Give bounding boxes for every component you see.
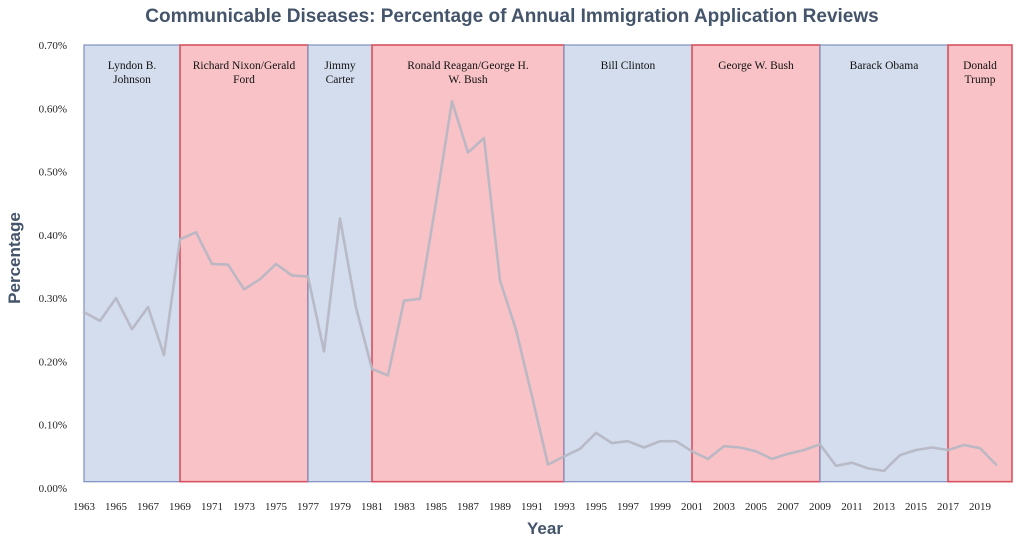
- y-tick-label: 0.40%: [39, 230, 67, 242]
- x-tick-label: 1977: [297, 501, 320, 513]
- x-tick-label: 1973: [233, 501, 256, 513]
- x-tick-label: 1993: [553, 501, 576, 513]
- x-axis: 1963 1965 1967 1969 1971 1973 1975 1977 1979 1981…: [73, 501, 992, 513]
- y-tick-label: 0.70%: [39, 40, 67, 52]
- y-axis-title: Percentage: [5, 212, 24, 304]
- x-tick-label: 2009: [809, 501, 832, 513]
- x-axis-title: Year: [527, 519, 563, 538]
- series-line: [82, 100, 998, 473]
- era-label-barack-obama: Barack Obama: [850, 60, 919, 72]
- era-band-richard-nixon-gerald-ford: [179, 44, 309, 483]
- era-band-ronald-reagan-george-h-w-bush: [371, 44, 565, 483]
- era-label-george-w-bush: George W. Bush: [718, 60, 794, 72]
- era-label-bill-clinton: Bill Clinton: [601, 60, 656, 72]
- x-tick-label: 1971: [201, 501, 223, 513]
- series-line-group: [82, 100, 998, 473]
- x-tick-label: 1985: [425, 501, 448, 513]
- x-tick-label: 1969: [169, 501, 192, 513]
- era-label-richard-nixon-gerald-ford: Richard Nixon/Gerald Ford: [193, 60, 296, 86]
- y-tick-label: 0.20%: [39, 356, 67, 368]
- x-tick-label: 1981: [361, 501, 383, 513]
- era-band-barack-obama: [819, 44, 949, 483]
- x-tick-label: 2017: [937, 501, 960, 513]
- x-tick-label: 2019: [969, 501, 992, 513]
- y-tick-label: 0.10%: [39, 420, 67, 432]
- x-tick-label: 1989: [489, 501, 512, 513]
- era-band-george-w-bush: [691, 44, 821, 483]
- era-band-bill-clinton: [563, 44, 693, 483]
- era-label-jimmy-carter: Jimmy Carter: [324, 60, 356, 86]
- x-tick-label: 2001: [681, 501, 703, 513]
- x-tick-label: 1967: [137, 501, 160, 513]
- era-label-ronald-reagan-george-h-w-bush: Ronald Reagan/George H. W. Bush: [407, 60, 529, 86]
- x-tick-label: 1975: [265, 501, 288, 513]
- presidency-bands: Lyndon B. Johnson Richard Nixon/Gerald Ford…: [83, 44, 1013, 483]
- x-tick-label: 1987: [457, 501, 480, 513]
- x-tick-label: 1983: [393, 501, 416, 513]
- x-tick-label: 1979: [329, 501, 352, 513]
- x-tick-label: 1965: [105, 501, 128, 513]
- x-tick-label: 2011: [841, 501, 863, 513]
- x-tick-label: 1995: [585, 501, 608, 513]
- y-tick-label: 0.30%: [39, 293, 67, 305]
- y-axis: 0.00% 0.10% 0.20% 0.30% 0.40% 0.50% 0.60% 0.70%: [39, 40, 67, 495]
- y-tick-label: 0.60%: [39, 103, 67, 115]
- era-band-jimmy-carter: [307, 44, 373, 483]
- era-band-donald-trump: [947, 44, 1013, 483]
- x-tick-label: 1963: [73, 501, 96, 513]
- x-tick-label: 1991: [521, 501, 543, 513]
- chart-title: Communicable Diseases: Percentage of Ann…: [145, 6, 879, 27]
- x-tick-label: 2003: [713, 501, 736, 513]
- x-tick-label: 2007: [777, 501, 800, 513]
- era-label-donald-trump: Donald Trump: [963, 60, 997, 86]
- era-label-lyndon-b-johnson: Lyndon B. Johnson: [108, 60, 157, 86]
- x-tick-label: 2013: [873, 501, 896, 513]
- x-tick-label: 2015: [905, 501, 928, 513]
- y-tick-label: 0.00%: [39, 483, 67, 495]
- y-tick-label: 0.50%: [39, 167, 67, 179]
- x-tick-label: 1999: [649, 501, 672, 513]
- era-band-lyndon-b-johnson: [83, 44, 181, 483]
- x-tick-label: 2005: [745, 501, 768, 513]
- x-tick-label: 1997: [617, 501, 640, 513]
